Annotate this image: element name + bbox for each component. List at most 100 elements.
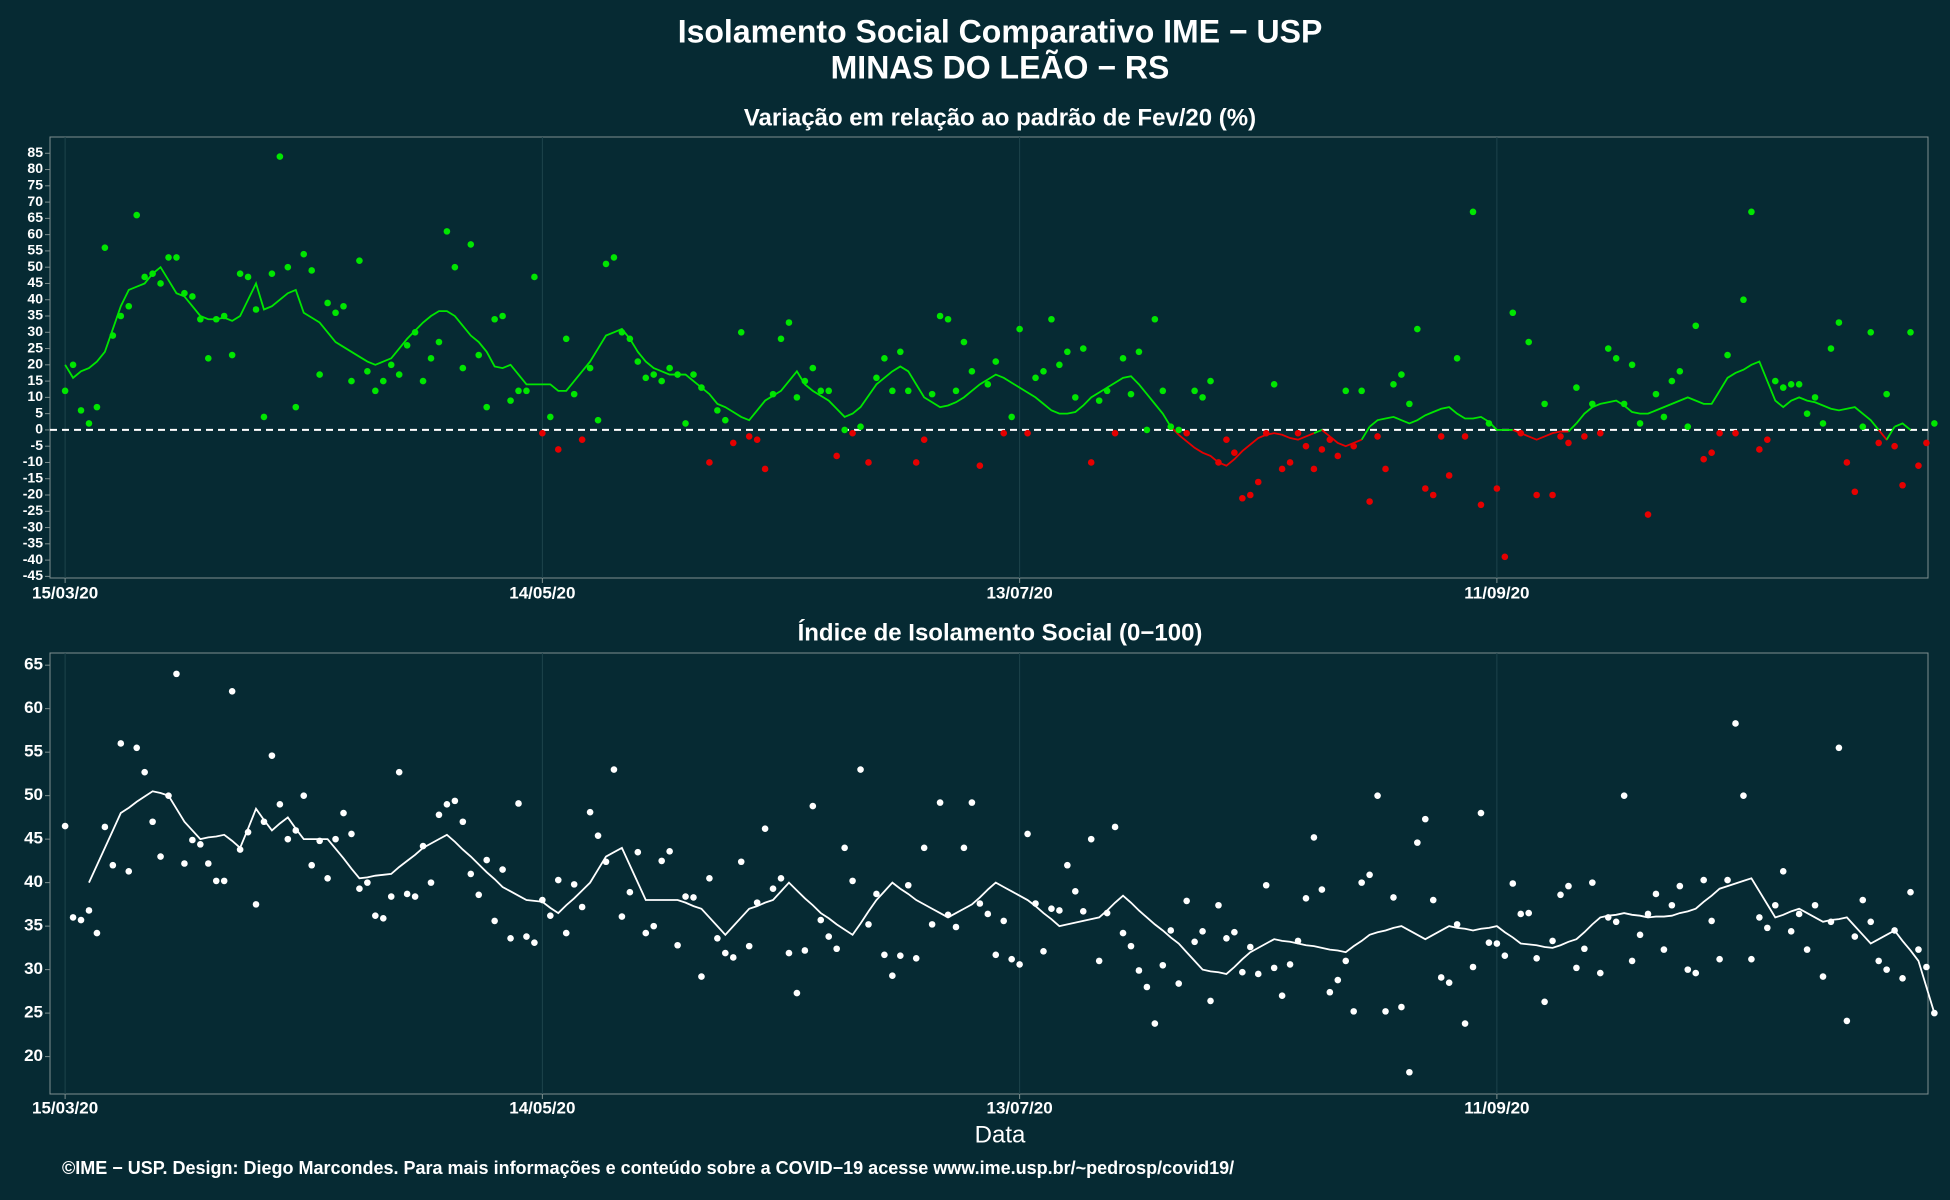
point [1676, 368, 1684, 375]
panel-title: Índice de Isolamento Social (0−100) [798, 618, 1203, 646]
point [666, 364, 673, 372]
point [714, 935, 721, 942]
point [181, 289, 188, 297]
point [109, 332, 117, 339]
point [1414, 839, 1421, 846]
point [1350, 1008, 1358, 1015]
y-tick-label: 50 [27, 258, 43, 274]
point [531, 273, 538, 281]
point [1915, 946, 1922, 953]
point [435, 338, 443, 346]
point [1143, 426, 1151, 434]
point [220, 312, 228, 320]
point [809, 364, 817, 372]
point [1636, 420, 1644, 427]
point [936, 799, 944, 806]
point [364, 368, 371, 375]
point [1883, 390, 1890, 398]
point [1326, 436, 1334, 443]
point [69, 361, 77, 369]
point [1294, 429, 1302, 437]
point [1549, 937, 1556, 945]
point [1302, 442, 1310, 450]
line [1178, 432, 1315, 467]
point [801, 377, 809, 385]
point [1732, 720, 1739, 727]
point [1231, 449, 1238, 456]
point [1565, 882, 1572, 890]
point [1612, 918, 1620, 926]
point [1915, 462, 1922, 470]
point [698, 973, 705, 980]
point [197, 841, 204, 848]
point [1294, 937, 1302, 945]
point [1756, 914, 1763, 921]
point [443, 228, 451, 235]
point [1032, 900, 1039, 907]
point [1875, 957, 1882, 965]
point [1740, 792, 1747, 799]
y-tick-label: -5 [31, 437, 44, 453]
point [427, 355, 435, 362]
line [88, 790, 1936, 1014]
point [292, 403, 300, 411]
y-tick-label: 35 [24, 916, 43, 935]
point [904, 387, 912, 395]
point [427, 879, 435, 886]
point [220, 877, 228, 885]
point [1557, 891, 1564, 899]
x-tick-label: 11/09/20 [1464, 583, 1529, 602]
point [1183, 897, 1190, 905]
point [1040, 368, 1047, 375]
point [618, 328, 626, 336]
point [1708, 449, 1715, 456]
point [1764, 436, 1771, 443]
point [1509, 880, 1517, 887]
point [236, 270, 244, 277]
point [93, 403, 101, 411]
point [1239, 968, 1246, 976]
point [642, 929, 650, 937]
point [984, 381, 992, 388]
point [133, 211, 141, 219]
point [594, 416, 602, 424]
point [1883, 966, 1890, 973]
point [507, 935, 514, 942]
line-connector [1321, 429, 1331, 438]
point [1406, 400, 1413, 408]
point [1334, 452, 1342, 460]
point [1931, 1009, 1938, 1017]
point [809, 802, 817, 810]
point [1159, 387, 1167, 395]
y-tick-label: 75 [27, 177, 43, 193]
point [443, 801, 451, 808]
point [1008, 955, 1015, 963]
point [395, 371, 403, 378]
point [1907, 888, 1914, 896]
point [1310, 465, 1318, 473]
point [690, 894, 697, 901]
point [881, 355, 888, 362]
point [1596, 429, 1604, 437]
y-tick-label: 5 [35, 404, 43, 420]
point [1398, 371, 1405, 378]
point [1358, 879, 1365, 886]
point [1557, 433, 1564, 440]
point [1811, 901, 1819, 909]
point [1907, 328, 1914, 336]
point [1644, 511, 1652, 518]
point [936, 312, 944, 320]
point [976, 462, 984, 470]
point [1318, 886, 1326, 893]
point [1771, 901, 1779, 909]
point [1143, 983, 1151, 991]
x-tick-label: 11/09/20 [1464, 1098, 1529, 1117]
point [332, 309, 339, 317]
point [1827, 345, 1835, 352]
point [1390, 381, 1397, 388]
point [1254, 478, 1262, 486]
point [1565, 439, 1572, 447]
x-tick-label: 15/03/20 [32, 583, 98, 602]
point [204, 860, 212, 867]
point [1899, 481, 1906, 489]
